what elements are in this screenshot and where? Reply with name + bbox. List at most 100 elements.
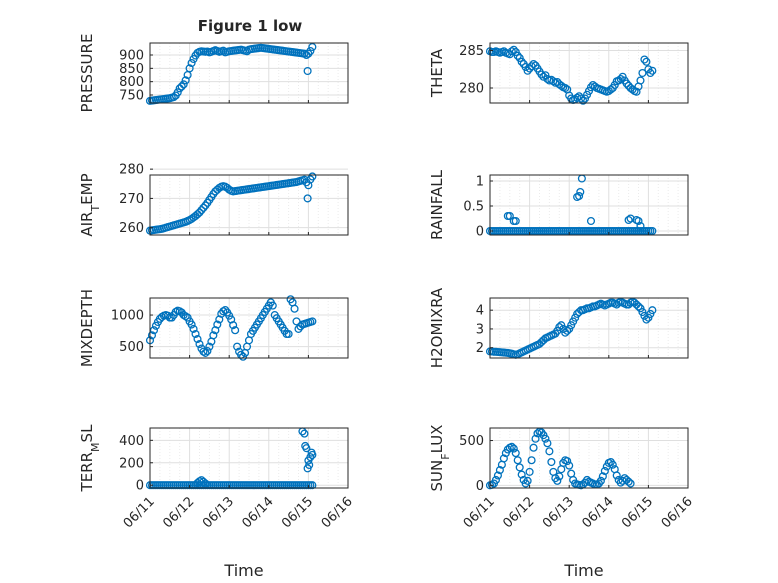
data-point: [642, 315, 651, 324]
data-point: [507, 47, 516, 56]
data-point: [596, 476, 605, 485]
y-tick-label: 280: [119, 163, 144, 178]
data-point: [537, 70, 546, 79]
data-point: [513, 51, 522, 60]
data-point: [586, 83, 596, 92]
x-axis-label: Time: [563, 561, 603, 580]
y-tick-label: 270: [119, 192, 144, 207]
data-point: [308, 450, 317, 459]
y-tick-label: 400: [119, 434, 144, 449]
data-point: [507, 442, 516, 451]
data-point: [187, 58, 196, 68]
data-point: [557, 81, 566, 90]
data-point: [268, 301, 277, 310]
y-axis-label: RAINFALL: [428, 169, 446, 240]
y-tick-label: 200: [119, 456, 144, 471]
data-point: [284, 329, 293, 339]
subplot-h2omixra: 2 3 4 H2OMIXRA: [428, 287, 689, 368]
y-tick-label: 1000: [111, 309, 144, 324]
y-axis-label: SUNFLUX: [428, 425, 452, 492]
data-point: [616, 74, 625, 84]
data-point: [567, 94, 576, 103]
data-point: [563, 457, 572, 466]
figure-title: Figure 1 low: [198, 17, 303, 35]
axes-box: [489, 174, 689, 236]
data-point: [181, 76, 190, 85]
y-tick-label: 285: [459, 44, 484, 59]
data-point: [612, 471, 621, 480]
y-tick-label: 260: [119, 221, 144, 236]
axes-box: [489, 427, 689, 489]
data-point: [648, 66, 657, 75]
data-point: [187, 320, 196, 329]
data-point: [306, 453, 315, 462]
data-point: [199, 203, 208, 212]
data-point: [163, 311, 172, 320]
x-axis-label: Time: [223, 561, 263, 580]
subplot-mixdepth: 500 1000 MIXDEPTH: [78, 289, 349, 367]
data-point: [193, 335, 202, 344]
y-tick-label: 0: [476, 225, 484, 240]
data-point: [209, 331, 218, 340]
data-point: [173, 88, 182, 97]
data-point: [563, 326, 572, 335]
axes-box: [149, 42, 349, 104]
data-point: [598, 472, 607, 481]
data-point: [543, 439, 552, 448]
data-point: [553, 476, 562, 485]
data-point: [197, 206, 206, 215]
data-point: [638, 68, 647, 78]
data-point: [545, 447, 554, 456]
axes-box: [489, 42, 689, 104]
data-point: [555, 323, 564, 332]
y-tick-label: 0: [476, 479, 484, 494]
series-markers: [485, 297, 657, 359]
data-point: [575, 191, 584, 201]
y-tick-label: 500: [459, 434, 484, 449]
data-point: [622, 79, 631, 88]
data-point: [305, 460, 314, 470]
data-point: [576, 187, 585, 197]
data-point: [624, 477, 633, 486]
axes-box: [149, 427, 349, 489]
data-point: [515, 463, 524, 472]
data-point: [300, 429, 309, 438]
data-point: [632, 87, 641, 96]
data-point: [586, 216, 596, 226]
data-point: [579, 96, 588, 105]
data-point: [292, 317, 301, 326]
data-point: [213, 320, 222, 329]
data-point: [199, 347, 208, 356]
data-point: [529, 443, 538, 452]
series-markers: [145, 295, 317, 361]
data-point: [640, 55, 649, 64]
data-point: [201, 479, 210, 488]
data-point: [517, 470, 526, 479]
data-point: [171, 307, 180, 316]
data-point: [219, 46, 228, 55]
data-point: [199, 477, 208, 486]
data-point: [308, 42, 317, 52]
data-point: [205, 342, 214, 351]
data-point: [511, 449, 520, 458]
y-axis-label: MIXDEPTH: [78, 289, 96, 367]
data-point: [301, 441, 310, 450]
y-tick-label: 1: [476, 175, 484, 190]
data-point: [505, 211, 514, 221]
y-axis-label: AIRTEMP: [78, 173, 102, 236]
data-point: [577, 94, 586, 103]
data-point: [523, 66, 532, 75]
data-point: [219, 307, 228, 316]
data-point: [509, 444, 518, 453]
series-markers: [145, 427, 317, 490]
data-point: [648, 306, 657, 315]
subplot-theta: 280 285 THETA: [428, 42, 689, 105]
data-point: [306, 46, 315, 56]
y-tick-label: 500: [119, 340, 144, 355]
data-point: [608, 460, 617, 469]
data-point: [290, 304, 299, 313]
y-tick-label: 2: [476, 341, 484, 356]
data-point: [517, 57, 526, 66]
data-point: [195, 208, 204, 217]
